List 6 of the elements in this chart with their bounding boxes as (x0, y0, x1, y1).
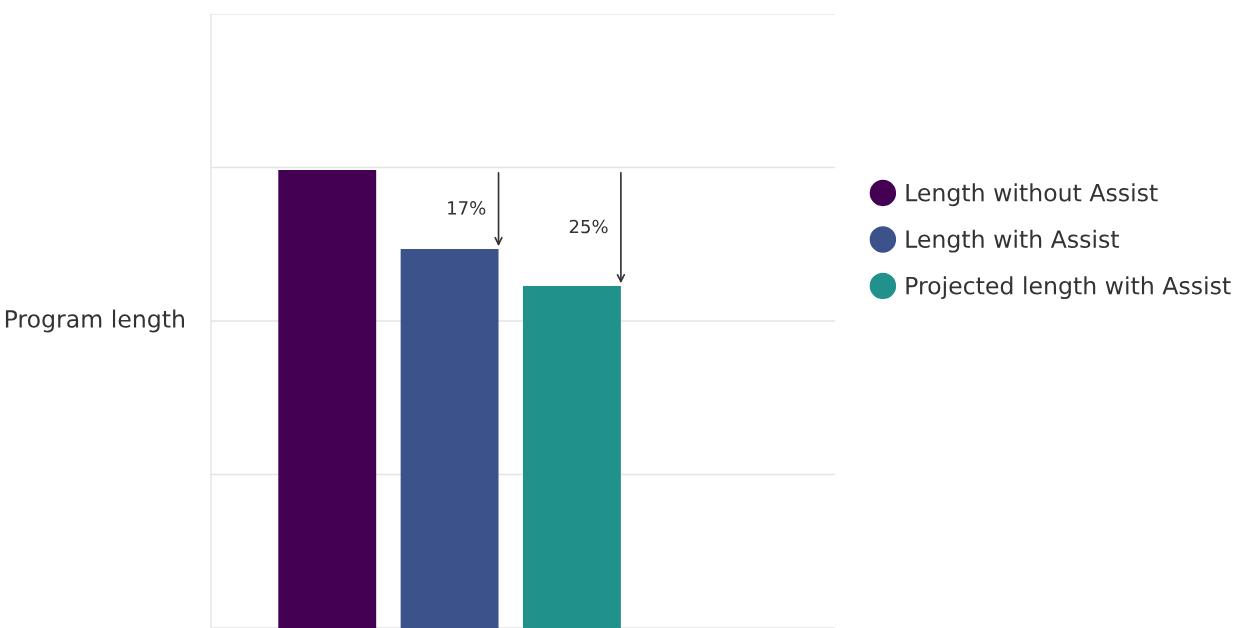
annotation: 17% (448, 201, 486, 215)
legend-label: Length with Assist (906, 229, 1119, 253)
annotation: 25% (569, 219, 608, 234)
legend-label: Projected length with Assist (906, 276, 1231, 300)
legend-label: Length without Assist (906, 183, 1158, 207)
y-axis-title: Program length (5, 309, 184, 333)
